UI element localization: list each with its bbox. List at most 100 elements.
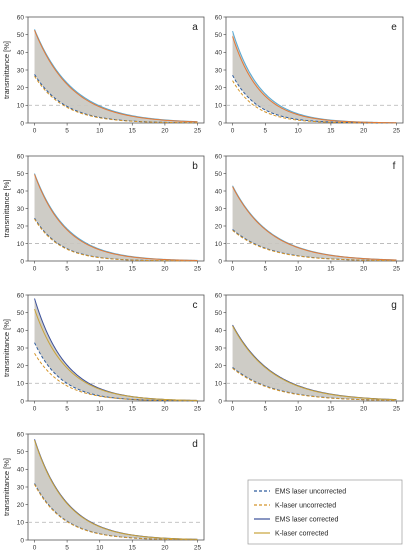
y-tick-label: 50 (17, 449, 25, 456)
series-line-2 (34, 484, 198, 541)
y-tick-label: 0 (218, 258, 222, 265)
plot-frame (225, 155, 404, 262)
x-tick-label: 5 (264, 128, 268, 135)
y-axis-title: transmittance [%] (2, 41, 11, 99)
legend-label: EMS laser corrected (275, 517, 339, 524)
y-tick-label: 30 (17, 345, 25, 352)
y-tick-label: 60 (215, 292, 223, 299)
y-tick-label: 10 (17, 381, 25, 388)
x-tick-label: 10 (294, 406, 302, 413)
x-tick-label: 20 (360, 406, 368, 413)
panel-label: b (192, 161, 198, 172)
series-line-4 (232, 325, 397, 401)
legend-label: K-laser corrected (275, 531, 328, 538)
series-line-2 (34, 75, 198, 124)
y-tick-label: 0 (20, 537, 24, 544)
x-tick-label: 25 (393, 406, 401, 413)
plot-frame (27, 155, 205, 262)
x-tick-label: 10 (96, 545, 104, 550)
y-tick-label: 30 (215, 67, 223, 74)
y-tick-label: 0 (20, 258, 24, 265)
y-tick-label: 10 (215, 381, 223, 388)
series-line-4 (34, 174, 198, 261)
chart-panel-b: 0 10 20 30 40 50 60 0 5 10 15 20 25 b transmittance [%… (2, 153, 205, 273)
x-tick-label: 20 (161, 545, 169, 550)
y-tick-label: 40 (215, 50, 223, 57)
y-tick-label: 10 (17, 241, 25, 248)
y-tick-label: 40 (17, 188, 25, 195)
series-line-2 (232, 367, 397, 401)
y-tick-label: 20 (17, 363, 25, 370)
x-tick-label: 25 (194, 266, 202, 273)
y-tick-label: 0 (218, 120, 222, 127)
series-line-4 (34, 440, 198, 540)
shaded-area (232, 185, 397, 261)
legend-label: EMS laser uncorrected (275, 489, 346, 496)
x-tick-label: 0 (33, 545, 37, 550)
y-tick-label: 30 (17, 484, 25, 491)
series-line-4 (232, 36, 397, 124)
y-tick-label: 50 (215, 171, 223, 178)
x-tick-label: 25 (194, 128, 202, 135)
series-line-2 (34, 353, 198, 402)
shaded-area (34, 173, 198, 261)
chart-panel-d: 0 10 20 30 40 50 60 0 5 10 15 20 25 d transmittance [%… (2, 431, 205, 550)
x-tick-label: 15 (129, 128, 137, 135)
chart-panel-e: 0 10 20 30 40 50 60 0 5 10 15 20 25 e (215, 14, 404, 135)
x-tick-label: 10 (294, 266, 302, 273)
y-tick-label: 60 (17, 153, 25, 160)
shaded-area (34, 439, 198, 540)
series-line-1 (34, 342, 198, 402)
y-tick-label: 10 (17, 520, 25, 527)
x-tick-label: 25 (393, 128, 401, 135)
chart-panel-c: 0 10 20 30 40 50 60 0 5 10 15 20 25 c transmittance [%… (2, 292, 205, 413)
x-tick-label: 10 (96, 406, 104, 413)
y-tick-label: 50 (17, 32, 25, 39)
x-tick-label: 10 (294, 128, 302, 135)
x-tick-label: 15 (129, 545, 137, 550)
x-tick-label: 5 (264, 266, 268, 273)
y-tick-label: 40 (215, 188, 223, 195)
x-tick-label: 20 (360, 128, 368, 135)
y-tick-label: 0 (20, 398, 24, 405)
x-tick-label: 25 (393, 266, 401, 273)
chart-panel-a: 0 10 20 30 40 50 60 0 5 10 15 20 25 a transmittance [%… (2, 14, 205, 135)
panel-label: f (393, 161, 396, 172)
y-tick-label: 10 (17, 103, 25, 110)
y-tick-label: 20 (215, 363, 223, 370)
series-line-1 (232, 75, 397, 124)
x-tick-label: 5 (65, 406, 69, 413)
legend-label: K-laser uncorrected (275, 503, 336, 510)
y-tick-label: 20 (17, 223, 25, 230)
x-tick-label: 15 (129, 406, 137, 413)
y-tick-label: 0 (20, 120, 24, 127)
y-tick-label: 10 (215, 241, 223, 248)
chart-panel-g: 0 10 20 30 40 50 60 0 5 10 15 20 25 g (215, 292, 404, 413)
x-tick-label: 15 (327, 406, 335, 413)
y-tick-label: 60 (17, 14, 25, 21)
x-tick-label: 10 (96, 128, 104, 135)
y-axis-title: transmittance [%] (2, 458, 11, 516)
x-tick-label: 25 (194, 545, 202, 550)
x-tick-label: 5 (65, 545, 69, 550)
x-tick-label: 20 (161, 406, 169, 413)
y-tick-label: 50 (17, 310, 25, 317)
y-tick-label: 60 (215, 153, 223, 160)
series-line-4 (34, 308, 198, 401)
series-line-4 (232, 186, 397, 261)
x-tick-label: 5 (264, 406, 268, 413)
y-axis-title: transmittance [%] (2, 319, 11, 377)
x-tick-label: 15 (129, 266, 137, 273)
y-tick-label: 60 (215, 14, 223, 21)
shaded-area (232, 325, 397, 401)
panel-label: d (192, 439, 198, 450)
x-tick-label: 0 (231, 266, 235, 273)
x-tick-label: 20 (161, 266, 169, 273)
x-tick-label: 0 (33, 266, 37, 273)
x-tick-label: 0 (33, 406, 37, 413)
y-tick-label: 30 (17, 206, 25, 213)
y-tick-label: 40 (17, 328, 25, 335)
y-axis-title: transmittance [%] (2, 180, 11, 238)
x-tick-label: 20 (360, 266, 368, 273)
y-tick-label: 20 (215, 85, 223, 92)
